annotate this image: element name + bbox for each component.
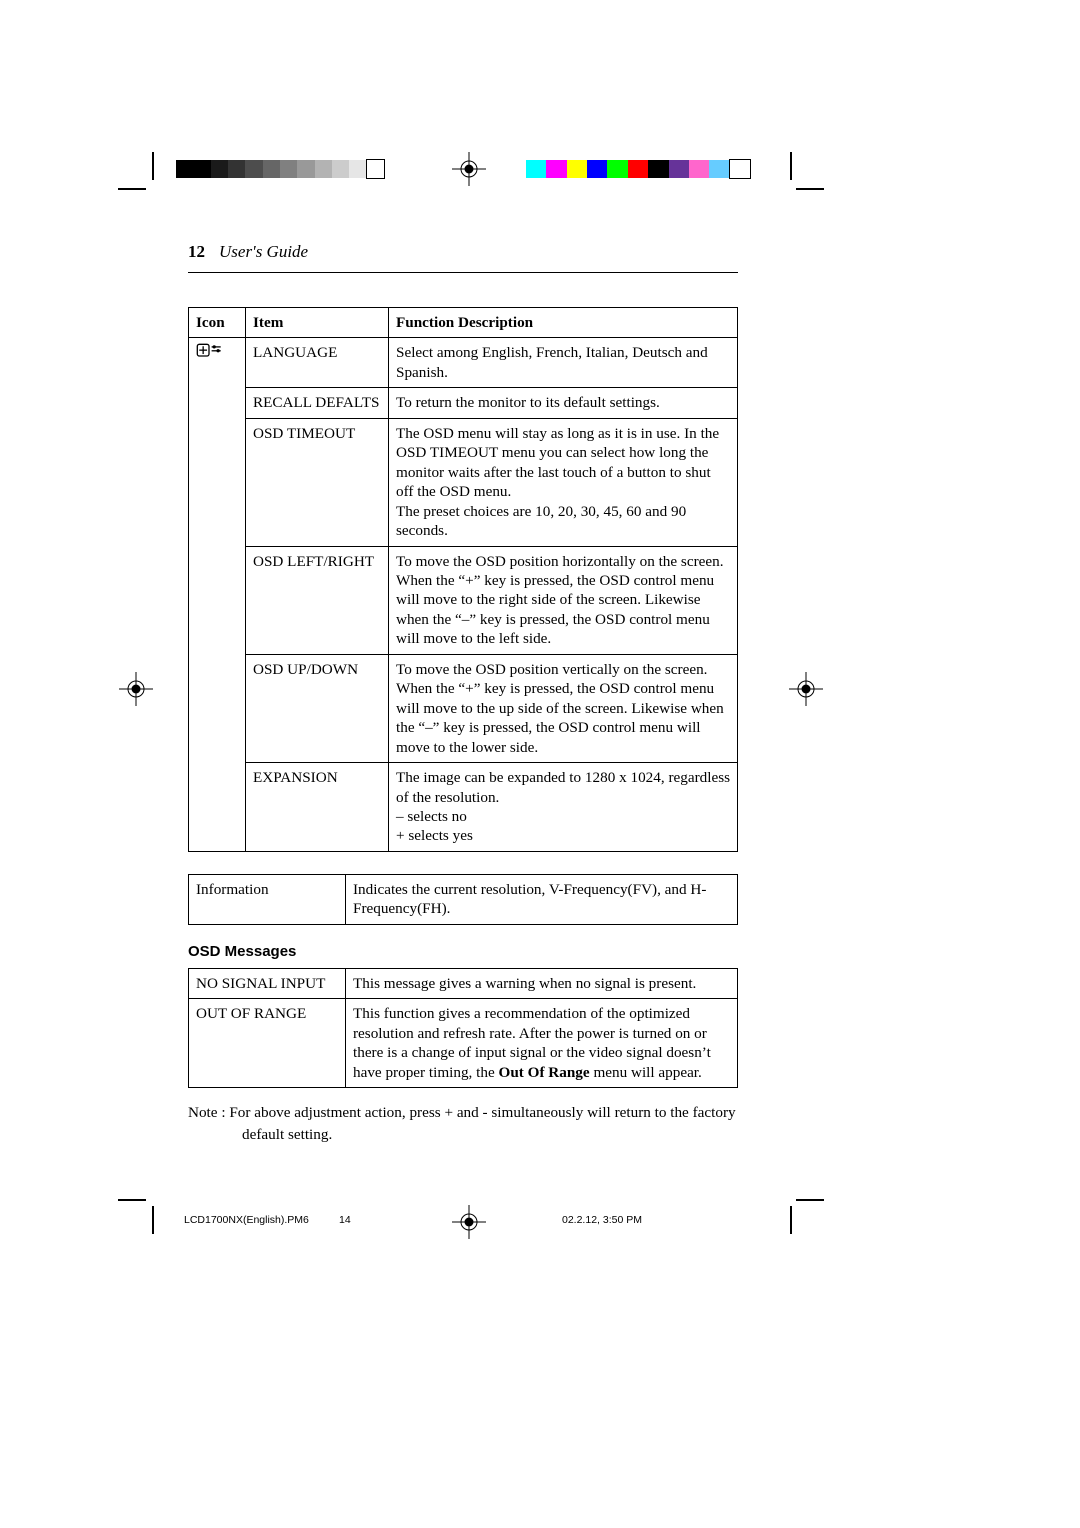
desc-cell: The image can be expanded to 1280 x 1024… bbox=[389, 763, 738, 852]
info-label: Information bbox=[189, 874, 346, 924]
tools-icon bbox=[196, 343, 222, 365]
crop-tick bbox=[152, 1206, 154, 1234]
gray-ramp bbox=[176, 160, 384, 178]
desc-cell: To move the OSD position horizontally on… bbox=[389, 546, 738, 654]
item-cell: OSD UP/DOWN bbox=[246, 654, 389, 762]
item-cell: LANGUAGE bbox=[246, 338, 389, 388]
msg-label: NO SIGNAL INPUT bbox=[189, 968, 346, 998]
item-cell: OSD LEFT/RIGHT bbox=[246, 546, 389, 654]
crop-tick bbox=[118, 1199, 146, 1201]
item-cell: OSD TIMEOUT bbox=[246, 418, 389, 546]
crop-tick bbox=[796, 1199, 824, 1201]
note-text: For above adjustment action, press + and… bbox=[229, 1104, 735, 1143]
information-table: Information Indicates the current resolu… bbox=[188, 874, 738, 925]
crop-tick bbox=[790, 1206, 792, 1234]
item-cell: EXPANSION bbox=[246, 763, 389, 852]
msg-desc: This message gives a warning when no sig… bbox=[346, 968, 738, 998]
desc-cell: Select among English, French, Italian, D… bbox=[389, 338, 738, 388]
th-icon: Icon bbox=[189, 308, 246, 338]
msg-label: OUT OF RANGE bbox=[189, 999, 346, 1088]
msg-desc: This function gives a recommendation of … bbox=[346, 999, 738, 1088]
osd-messages-heading: OSD Messages bbox=[188, 943, 738, 960]
page-body: 12 User's Guide Icon Item Function Descri… bbox=[188, 242, 738, 1146]
desc-cell: The OSD menu will stay as long as it is … bbox=[389, 418, 738, 546]
msg-desc-post: menu will appear. bbox=[590, 1064, 702, 1081]
registration-mark-icon bbox=[452, 1205, 486, 1239]
running-head: 12 User's Guide bbox=[188, 242, 738, 262]
icon-cell bbox=[189, 338, 246, 851]
th-desc: Function Description bbox=[389, 308, 738, 338]
info-desc: Indicates the current resolution, V-Freq… bbox=[346, 874, 738, 924]
page-number: 12 bbox=[188, 242, 205, 261]
footer-datetime: 02.2.12, 3:50 PM bbox=[562, 1214, 642, 1226]
osd-messages-table: NO SIGNAL INPUT This message gives a war… bbox=[188, 968, 738, 1088]
color-ramp bbox=[526, 160, 750, 178]
calibration-bars bbox=[0, 152, 1080, 192]
desc-cell: To move the OSD position vertically on t… bbox=[389, 654, 738, 762]
msg-desc-bold: Out Of Range bbox=[499, 1064, 590, 1081]
registration-mark-icon bbox=[119, 672, 153, 706]
header-rule bbox=[188, 272, 738, 273]
item-cell: RECALL DEFALTS bbox=[246, 388, 389, 418]
osd-functions-table: Icon Item Function Description LANGUAGE … bbox=[188, 307, 738, 852]
registration-mark-icon bbox=[789, 672, 823, 706]
footer-filename: LCD1700NX(English).PM6 bbox=[184, 1214, 309, 1226]
note: Note : For above adjustment action, pres… bbox=[188, 1102, 738, 1146]
note-prefix: Note : bbox=[188, 1104, 226, 1121]
running-title: User's Guide bbox=[219, 242, 308, 261]
registration-mark-icon bbox=[452, 152, 486, 186]
footer-page: 14 bbox=[339, 1214, 351, 1226]
th-item: Item bbox=[246, 308, 389, 338]
desc-cell: To return the monitor to its default set… bbox=[389, 388, 738, 418]
